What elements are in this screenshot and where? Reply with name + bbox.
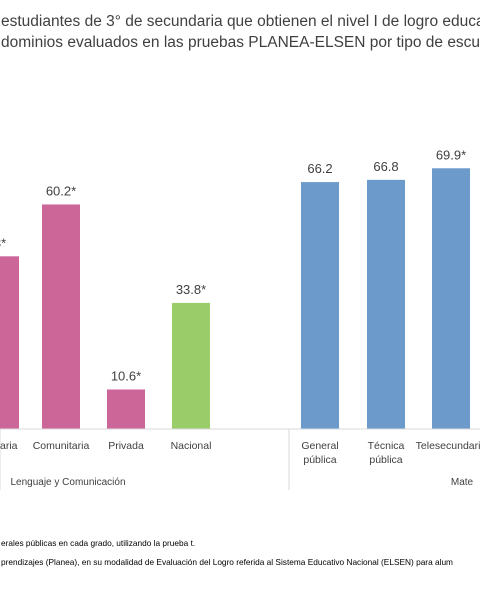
data-label: 66.8: [373, 159, 398, 174]
footnote-2: prendizajes (Planea), en su modalidad de…: [1, 557, 453, 567]
category-label: undaria: [0, 440, 18, 452]
bar: [0, 256, 19, 429]
bar-series: 3* undaria 60.2* Comunitaria 10.6* Privada 33.…: [0, 147, 480, 466]
data-label: 60.2*: [46, 183, 76, 198]
category-label: Telesecundaria: [416, 440, 480, 452]
footnote-1: erales públicas en cada grado, utilizand…: [1, 538, 195, 548]
category-label: General: [301, 440, 338, 452]
bar: [432, 168, 470, 429]
category-label: pública: [369, 454, 402, 466]
bar: [172, 302, 210, 429]
bar: [107, 389, 145, 429]
data-label: 66.2: [307, 161, 332, 176]
data-label: 10.6*: [111, 368, 141, 383]
chart-title-line-2: dominios evaluados en las pruebas PLANEA…: [1, 34, 480, 51]
bar: [301, 182, 339, 429]
group-label-matematicas: Mate: [451, 477, 474, 488]
chart-title-line-1: estudiantes de 3° de secundaria que obti…: [1, 13, 480, 30]
category-label: Técnica: [368, 440, 405, 452]
data-label: 69.9*: [436, 147, 466, 162]
data-label: 3*: [0, 235, 6, 250]
data-label: 33.8*: [176, 282, 206, 297]
group-label-lenguaje: Lenguaje y Comunicación: [10, 477, 125, 488]
category-label: Comunitaria: [33, 440, 90, 452]
category-label: pública: [303, 454, 336, 466]
category-label: Nacional: [171, 440, 212, 452]
category-label: Privada: [108, 440, 144, 452]
bar: [42, 204, 80, 429]
bar: [367, 179, 405, 429]
